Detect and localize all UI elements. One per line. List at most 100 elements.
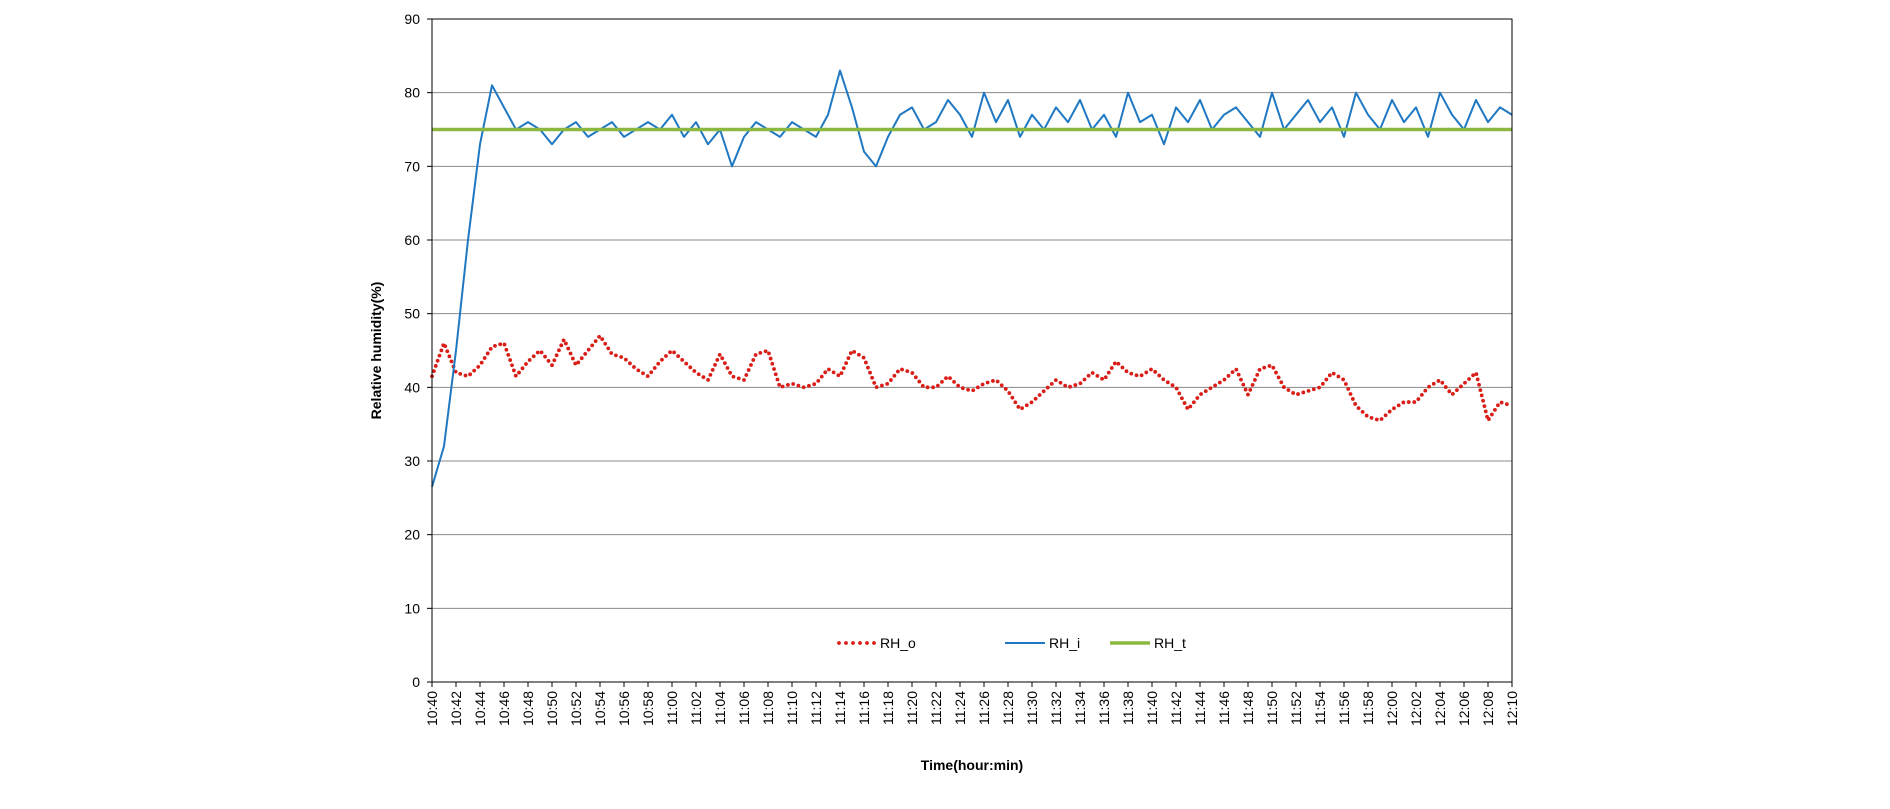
data-point (763, 349, 768, 354)
data-point (463, 373, 468, 378)
data-point (524, 362, 528, 366)
data-point (641, 371, 645, 376)
data-point (539, 350, 544, 355)
data-point (1246, 392, 1250, 397)
data-point (1134, 373, 1139, 378)
data-point (944, 376, 948, 381)
data-point (742, 378, 746, 382)
data-point (1170, 383, 1175, 388)
data-point (848, 351, 853, 356)
x-tick-label: 10:50 (544, 691, 560, 726)
data-point (597, 334, 602, 339)
data-point (1467, 377, 1471, 381)
y-tick-label: 10 (404, 600, 420, 616)
data-point (1443, 385, 1448, 389)
data-point (472, 368, 477, 373)
data-point (1383, 413, 1388, 418)
legend: RH_o RH_i RH_t (837, 635, 1186, 651)
data-point (948, 376, 952, 381)
data-point (1149, 367, 1153, 372)
data-point (1423, 388, 1428, 393)
data-point (1255, 372, 1260, 377)
data-point (753, 353, 758, 357)
x-tick-label: 11:56 (1336, 691, 1352, 725)
data-point (910, 371, 915, 375)
data-point (980, 382, 985, 387)
x-tick-label: 12:04 (1432, 691, 1448, 726)
data-point (468, 372, 473, 377)
y-tick-label: 90 (404, 11, 420, 27)
data-point (900, 367, 904, 372)
series-rh-o (430, 334, 1509, 422)
x-tick-label: 11:10 (784, 691, 800, 725)
data-point (1356, 406, 1361, 411)
x-tick-label: 11:12 (808, 691, 824, 725)
data-point (866, 365, 870, 370)
data-point (773, 372, 778, 377)
data-point (892, 373, 897, 378)
data-point (736, 376, 741, 381)
y-tick-label: 30 (404, 453, 420, 469)
data-point (696, 372, 701, 377)
data-point (593, 339, 598, 344)
grid-layer (432, 92, 1512, 609)
data-point (1477, 382, 1481, 387)
data-point (715, 358, 720, 362)
data-point (636, 368, 641, 373)
x-tick-label: 10:56 (616, 691, 632, 726)
data-point (728, 370, 733, 375)
data-point (1248, 387, 1253, 392)
data-point (844, 361, 849, 366)
x-tick-label: 11:36 (1096, 691, 1112, 725)
data-point (543, 354, 547, 359)
data-point (435, 358, 440, 363)
data-point (1291, 391, 1296, 395)
data-point (971, 388, 976, 393)
data-point (807, 383, 811, 388)
data-point (1262, 365, 1267, 370)
data-point (1191, 400, 1196, 405)
data-point (1250, 382, 1255, 387)
data-point (513, 373, 518, 378)
data-point (872, 380, 877, 385)
data-point (586, 347, 591, 352)
x-tick-label: 11:32 (1048, 691, 1064, 725)
data-point (1033, 396, 1038, 401)
data-point (819, 374, 824, 379)
data-point (796, 383, 801, 388)
data-point (744, 373, 749, 377)
data-point (1007, 391, 1012, 395)
data-point (1236, 372, 1241, 377)
x-tick-label: 10:52 (568, 691, 584, 726)
data-point (1471, 373, 1475, 378)
data-point (600, 337, 605, 342)
data-point (656, 361, 661, 366)
data-point (1029, 400, 1034, 405)
data-point (1120, 365, 1125, 370)
data-point (688, 365, 693, 370)
data-point (1016, 404, 1021, 409)
data-point (1174, 386, 1179, 391)
data-point (632, 365, 636, 369)
data-point (1095, 374, 1100, 378)
data-point (1103, 375, 1108, 380)
data-point (1450, 392, 1455, 396)
data-point (1317, 385, 1321, 390)
y-axis-title: Relative humidity(%) (368, 282, 384, 420)
data-point (482, 356, 487, 360)
data-point (493, 344, 497, 348)
data-point (1392, 406, 1396, 411)
legend-label: RH_i (1049, 635, 1080, 651)
legend-marker (872, 641, 876, 645)
data-point (510, 363, 514, 368)
data-point (511, 368, 516, 373)
data-point (576, 360, 581, 365)
data-point (1241, 382, 1246, 387)
data-point (1124, 369, 1129, 374)
data-point (1045, 385, 1050, 390)
data-point (550, 363, 554, 368)
data-point (1436, 379, 1441, 383)
data-point (917, 379, 922, 384)
data-point (895, 369, 900, 374)
